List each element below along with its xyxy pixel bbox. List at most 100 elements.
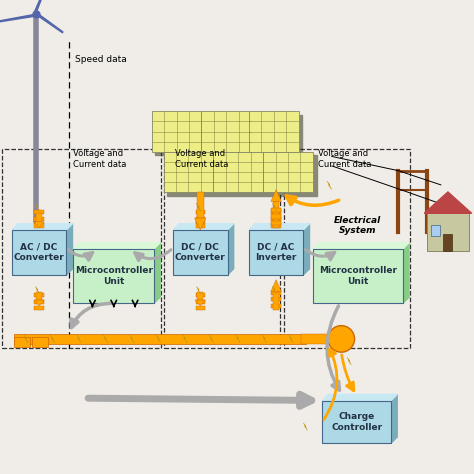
Bar [271, 214, 281, 219]
Bar [35, 223, 44, 228]
Polygon shape [167, 155, 217, 196]
Polygon shape [272, 286, 276, 294]
Polygon shape [155, 115, 205, 155]
Bar [249, 111, 299, 152]
Bar [301, 334, 334, 344]
Bar [35, 210, 44, 214]
Polygon shape [424, 192, 472, 213]
Text: Speed data: Speed data [75, 55, 127, 64]
Polygon shape [77, 335, 82, 343]
Bar [195, 300, 205, 304]
Bar [14, 337, 30, 347]
Polygon shape [195, 222, 205, 228]
Polygon shape [271, 280, 282, 292]
Text: DC / DC
Converter: DC / DC Converter [175, 243, 226, 262]
Polygon shape [196, 286, 201, 294]
Polygon shape [209, 335, 214, 343]
Text: Microcontroller
Unit: Microcontroller Unit [75, 266, 153, 286]
Bar [14, 334, 306, 344]
Text: Electrical
System: Electrical System [334, 216, 382, 235]
Bar [273, 201, 279, 228]
Bar [73, 249, 154, 303]
Polygon shape [391, 394, 397, 443]
Polygon shape [253, 115, 302, 155]
Polygon shape [334, 331, 348, 347]
FancyArrowPatch shape [68, 250, 93, 260]
Polygon shape [34, 222, 45, 228]
Polygon shape [303, 224, 310, 275]
Bar [271, 297, 281, 301]
Bar [35, 306, 44, 310]
Polygon shape [103, 335, 108, 343]
Polygon shape [217, 155, 267, 196]
Polygon shape [322, 394, 397, 401]
Bar [249, 230, 303, 275]
Polygon shape [156, 335, 161, 343]
Bar [195, 293, 205, 297]
Polygon shape [205, 115, 255, 155]
Bar [195, 223, 205, 228]
FancyArrowPatch shape [324, 349, 337, 419]
Polygon shape [194, 218, 206, 230]
Bar [197, 213, 203, 222]
Polygon shape [36, 203, 39, 211]
Polygon shape [196, 203, 201, 211]
Bar [271, 210, 281, 214]
Polygon shape [271, 190, 282, 201]
Polygon shape [236, 335, 240, 343]
Polygon shape [249, 224, 310, 230]
Polygon shape [313, 243, 409, 249]
Bar [271, 221, 281, 225]
Bar [173, 230, 228, 275]
FancyArrowPatch shape [71, 303, 111, 328]
Polygon shape [130, 335, 134, 343]
Bar [195, 210, 205, 214]
Bar [284, 149, 410, 348]
FancyArrowPatch shape [342, 355, 354, 391]
Bar [35, 217, 44, 221]
Text: Voltage and
Current data: Voltage and Current data [175, 149, 229, 169]
Polygon shape [267, 155, 317, 196]
Text: Charge
Controller: Charge Controller [331, 412, 382, 431]
Bar [213, 152, 263, 192]
Bar [197, 292, 203, 300]
Polygon shape [347, 357, 351, 365]
Polygon shape [50, 335, 55, 343]
Bar [195, 306, 205, 310]
Polygon shape [327, 181, 332, 190]
Bar [32, 337, 48, 347]
Polygon shape [262, 335, 267, 343]
Bar [201, 111, 251, 152]
Bar [271, 217, 281, 221]
Polygon shape [34, 300, 45, 306]
Polygon shape [66, 224, 73, 275]
Bar [271, 291, 281, 295]
Bar [197, 192, 203, 218]
Bar [271, 304, 281, 308]
FancyArrowPatch shape [327, 306, 339, 390]
Bar [427, 213, 469, 251]
Polygon shape [303, 423, 308, 430]
Polygon shape [289, 335, 293, 343]
FancyArrowPatch shape [135, 250, 171, 261]
Polygon shape [0, 14, 36, 22]
Text: Microcontroller
Unit: Microcontroller Unit [319, 266, 397, 286]
Polygon shape [24, 335, 28, 343]
Bar [2, 149, 161, 348]
Polygon shape [196, 203, 201, 211]
Bar [263, 152, 313, 192]
Polygon shape [154, 243, 160, 303]
Bar [36, 213, 42, 222]
Text: Voltage and
Current data: Voltage and Current data [73, 149, 127, 169]
Bar [35, 293, 44, 297]
Polygon shape [34, 0, 46, 14]
Text: Voltage and
Current data: Voltage and Current data [318, 149, 371, 169]
Bar [443, 234, 452, 251]
Polygon shape [73, 243, 160, 249]
Polygon shape [195, 300, 205, 306]
Bar [273, 292, 279, 310]
Polygon shape [36, 286, 39, 294]
Bar [164, 152, 213, 192]
FancyArrowPatch shape [286, 196, 339, 205]
Text: DC / AC
Inverter: DC / AC Inverter [255, 243, 297, 262]
